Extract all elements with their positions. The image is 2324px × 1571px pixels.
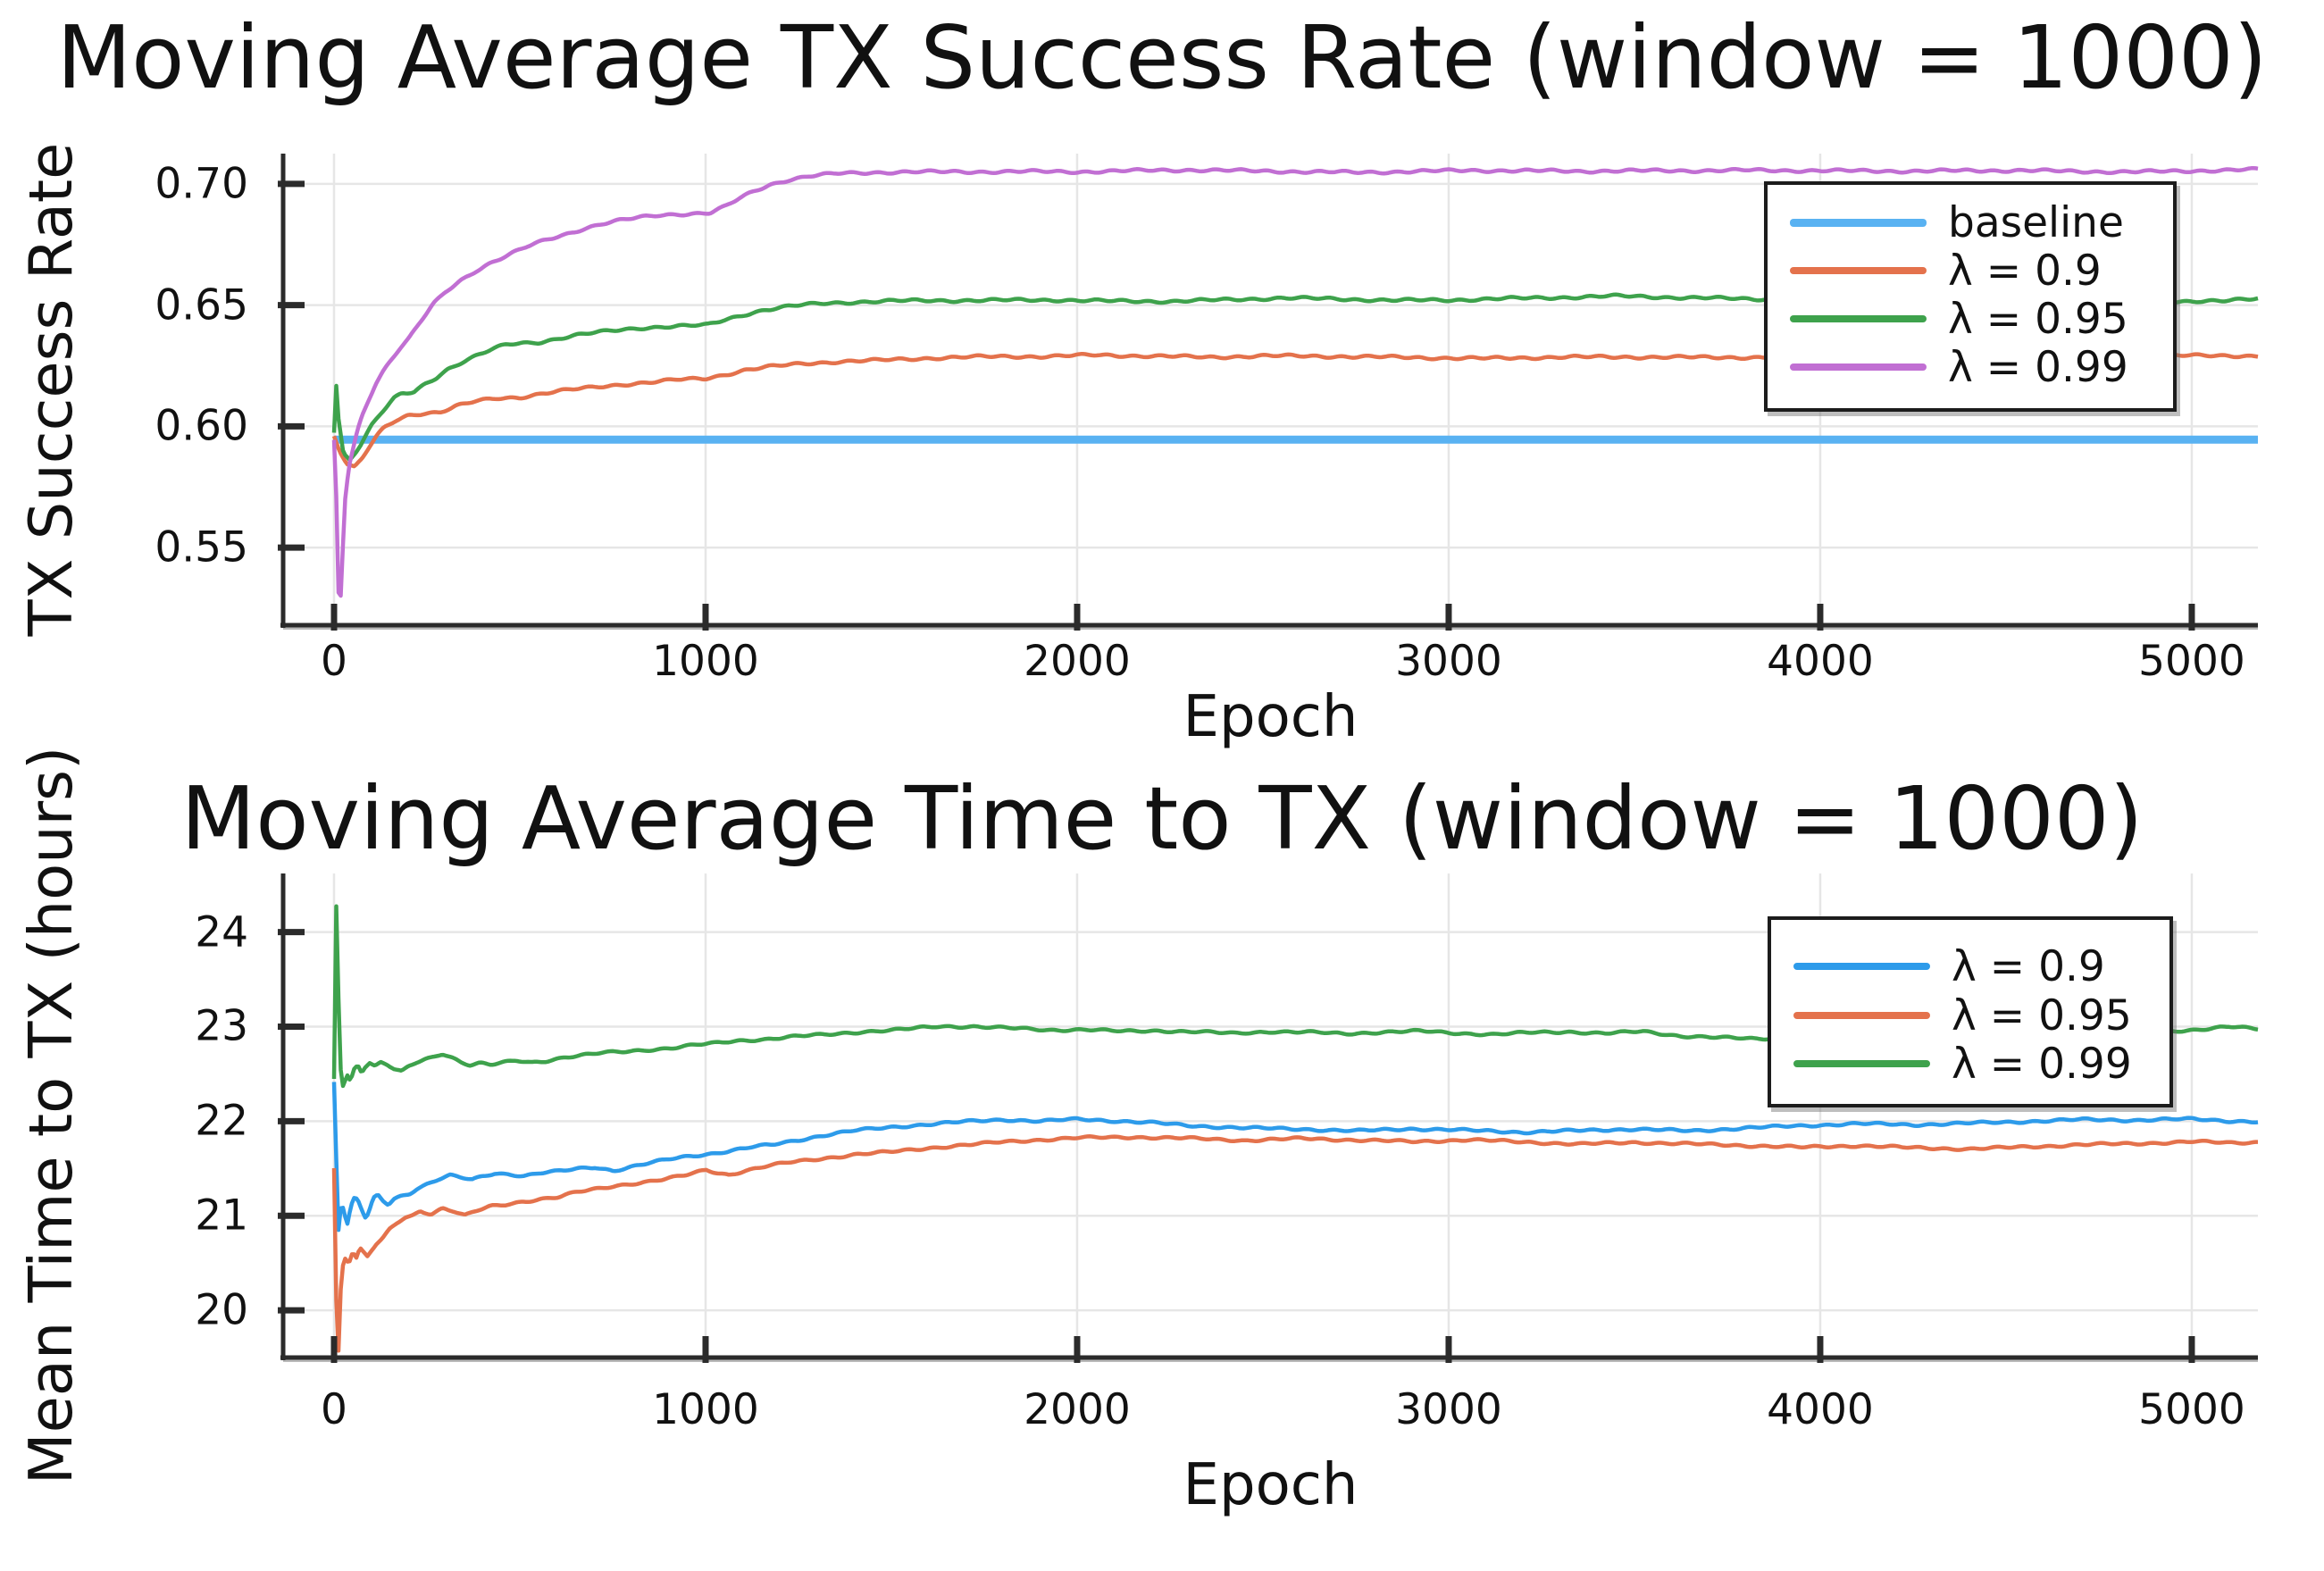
legend-item: λ = 0.99 bbox=[1771, 1038, 2132, 1090]
top-chart-x-axis-label: Epoch bbox=[1183, 684, 1358, 750]
y-tick-label: 21 bbox=[195, 1191, 248, 1241]
legend-line-swatch bbox=[1790, 218, 1927, 227]
bottom-chart-legend: λ = 0.9 λ = 0.95 λ = 0.99 bbox=[1768, 916, 2173, 1107]
bottom-chart-x-axis-label: Epoch bbox=[1183, 1452, 1358, 1518]
bottom-chart-title: Moving Average Time to TX (window = 1000… bbox=[180, 768, 2144, 869]
top-chart-title: Moving Average TX Success Rate (window =… bbox=[56, 7, 2268, 108]
legend-item: λ = 0.99 bbox=[1768, 341, 2128, 393]
x-tick-label: 4000 bbox=[1767, 637, 1874, 686]
legend-label: λ = 0.99 bbox=[1948, 342, 2128, 392]
x-tick-label: 5000 bbox=[2138, 1385, 2245, 1434]
x-tick-label: 5000 bbox=[2138, 637, 2245, 686]
series-line-0.95 bbox=[331, 1134, 2258, 1353]
legend-label: λ = 0.9 bbox=[1952, 941, 2105, 991]
legend-line-swatch bbox=[1790, 315, 1927, 322]
series-line-0.9 bbox=[331, 1082, 2259, 1233]
legend-line-swatch bbox=[1793, 1060, 1930, 1067]
y-tick-label: 23 bbox=[195, 1001, 248, 1051]
x-tick-label: 1000 bbox=[652, 637, 759, 686]
y-tick-label: 0.55 bbox=[155, 522, 248, 572]
legend-label: λ = 0.99 bbox=[1952, 1039, 2132, 1089]
x-tick-label: 4000 bbox=[1767, 1385, 1874, 1434]
legend-line-swatch bbox=[1793, 1012, 1930, 1019]
x-tick-label: 0 bbox=[321, 1385, 347, 1434]
x-tick-label: 3000 bbox=[1395, 637, 1502, 686]
legend-item: λ = 0.95 bbox=[1768, 293, 2128, 345]
series-line-0.99 bbox=[331, 165, 2259, 598]
legend-label: λ = 0.9 bbox=[1948, 246, 2102, 296]
y-tick-label: 0.65 bbox=[155, 280, 248, 330]
axis-spines bbox=[280, 873, 2258, 1362]
y-tick-label: 20 bbox=[195, 1285, 248, 1335]
y-tick-label: 22 bbox=[195, 1096, 248, 1146]
tick-marks bbox=[278, 929, 2195, 1363]
x-tick-label: 0 bbox=[321, 637, 347, 686]
x-tick-label: 2000 bbox=[1024, 1385, 1131, 1434]
legend-item: λ = 0.9 bbox=[1768, 245, 2102, 297]
legend-item: λ = 0.95 bbox=[1771, 990, 2132, 1041]
y-tick-label: 24 bbox=[195, 907, 248, 957]
x-tick-label: 1000 bbox=[652, 1385, 759, 1434]
x-tick-label: 3000 bbox=[1395, 1385, 1502, 1434]
top-chart-legend: baseline λ = 0.9 λ = 0.95 λ = 0.99 bbox=[1764, 181, 2177, 412]
legend-label: baseline bbox=[1948, 197, 2124, 247]
y-tick-label: 0.70 bbox=[155, 159, 248, 209]
tick-marks bbox=[278, 180, 2195, 631]
y-tick-label: 0.60 bbox=[155, 401, 248, 451]
legend-label: λ = 0.95 bbox=[1952, 990, 2132, 1040]
legend-line-swatch bbox=[1790, 364, 1927, 371]
legend-item: λ = 0.9 bbox=[1771, 940, 2105, 992]
x-tick-label: 2000 bbox=[1024, 637, 1131, 686]
legend-item: baseline bbox=[1768, 196, 2124, 248]
legend-line-swatch bbox=[1790, 267, 1927, 274]
legend-label: λ = 0.95 bbox=[1948, 294, 2128, 344]
legend-line-swatch bbox=[1793, 963, 1930, 970]
